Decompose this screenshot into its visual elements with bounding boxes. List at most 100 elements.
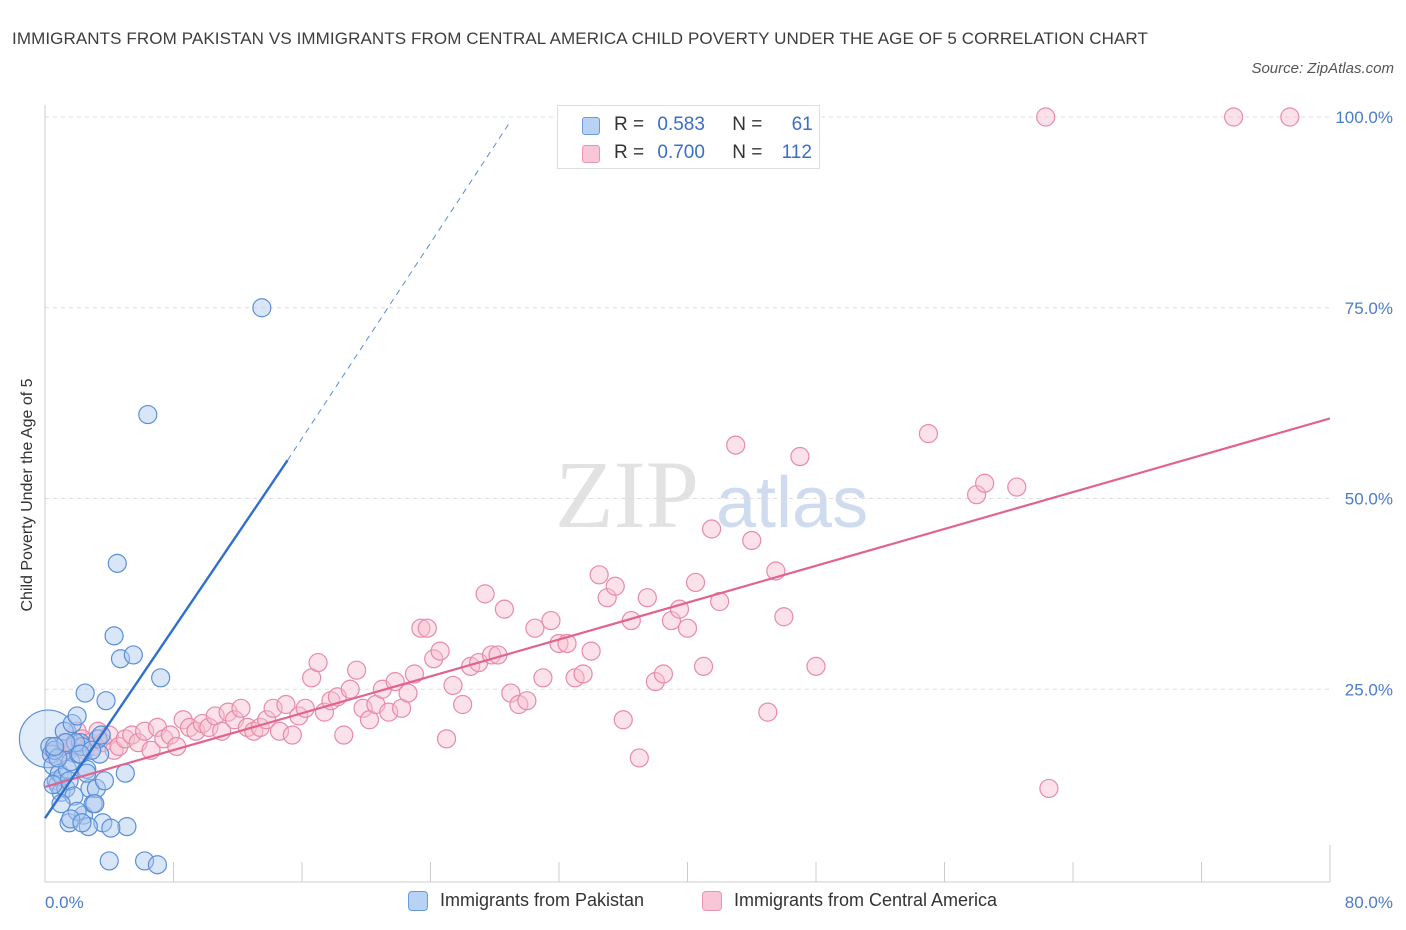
pakistan-point [115, 763, 135, 783]
central-america-point [645, 672, 665, 692]
central-america-point [443, 675, 463, 696]
central-america-point [263, 698, 283, 718]
central-america-point [541, 610, 561, 631]
central-america-point [1036, 107, 1056, 127]
central-america-point [269, 721, 290, 741]
pakistan-point [104, 626, 124, 646]
central-america-point [525, 618, 545, 638]
pakistan-point [65, 733, 86, 753]
pakistan-point [67, 706, 87, 726]
pakistan-r-value: 0.583 [657, 114, 705, 135]
pakistan-swatch [582, 117, 600, 135]
pakistan-n-value: 61 [791, 114, 813, 135]
central-america-point [199, 717, 219, 738]
central-america-point [122, 725, 142, 745]
central-america-point [701, 519, 722, 539]
central-america-point [918, 424, 939, 444]
pakistan-point [96, 691, 116, 711]
central-america-point [661, 610, 682, 631]
central-america-point [231, 698, 251, 718]
y-tick-label: 100.0% [1335, 108, 1393, 127]
central-america-swatch [582, 145, 600, 163]
central-america-point [411, 618, 431, 638]
central-america-point [276, 694, 296, 715]
central-america-point [475, 584, 495, 604]
central-america-point [975, 473, 995, 493]
central-america-point [629, 748, 649, 768]
pakistan-point [117, 816, 137, 837]
watermark-zip: ZIP [555, 441, 699, 548]
central-america-point [581, 641, 601, 661]
central-america-point [334, 725, 354, 745]
central-america-point [436, 729, 457, 749]
trend-lines [44, 120, 1331, 819]
central-america-point [742, 530, 762, 551]
central-america-point [1007, 477, 1027, 497]
central-america-point [573, 664, 593, 684]
central-america-point [677, 618, 698, 638]
central-america-point [494, 599, 514, 619]
central-america-point [1224, 107, 1244, 127]
central-america-point [160, 725, 180, 745]
pakistan-point [99, 851, 119, 871]
central-america-point [653, 664, 674, 684]
pakistan-point [61, 752, 81, 772]
pakistan-point [110, 649, 131, 669]
central-america-point [806, 656, 826, 676]
chart-title: IMMIGRANTS FROM PAKISTAN VS IMMIGRANTS F… [12, 29, 1148, 48]
central-america-point [613, 710, 633, 730]
central-america-point [109, 736, 129, 757]
central-america-point [379, 702, 399, 722]
central-america-point [597, 588, 617, 608]
pakistan-point [85, 794, 105, 814]
pakistan-point [138, 404, 158, 425]
central-america-point [453, 694, 473, 715]
central-america-point [685, 572, 706, 593]
central-america-point [398, 683, 418, 703]
legend-pakistan-label: Immigrants from Pakistan [440, 890, 645, 910]
y-tick-label: 75.0% [1345, 299, 1393, 318]
pakistan-point [48, 748, 68, 768]
source-label: Source: ZipAtlas.com [1251, 60, 1394, 77]
pakistan-point [72, 813, 92, 833]
central-america-point [967, 485, 987, 505]
central-america-point [218, 702, 238, 722]
pakistan-point [67, 801, 87, 821]
legend-central-america-label: Immigrants from Central America [734, 890, 998, 910]
central-america-point [637, 588, 657, 608]
pakistan-n-label: N = [732, 114, 763, 135]
pakistan-point [147, 855, 168, 875]
central-america-point [347, 660, 367, 680]
central-america-point [340, 679, 360, 699]
central-r-value: 0.700 [657, 142, 705, 163]
legend-pakistan-swatch [408, 891, 428, 911]
x-tick-label: 0.0% [45, 893, 84, 912]
central-america-point [186, 721, 206, 741]
axes [44, 105, 1331, 883]
central-america-point [693, 656, 714, 676]
central-america-point [282, 725, 302, 745]
central-america-point [501, 683, 521, 703]
correlation-legend: R = 0.583 N = 61 R = 0.700 N = 112 [557, 105, 820, 169]
central-america-point [774, 607, 794, 627]
central-america-point [726, 435, 746, 455]
central-america-point [417, 618, 437, 638]
central-america-point [173, 710, 193, 730]
pakistan-point [107, 553, 127, 573]
pakistan-trend-extension [287, 120, 512, 461]
central-america-point [430, 641, 450, 661]
pakistan-point [61, 809, 81, 829]
central-america-point [790, 446, 810, 467]
legend-central-america-swatch [702, 891, 722, 911]
tick-labels: 25.0% 50.0% 75.0% 100.0% 0.0% 80.0% [45, 108, 1393, 912]
pakistan-r-label: R = [614, 114, 645, 135]
central-america-point [605, 576, 625, 596]
pakistan-point [70, 744, 90, 764]
pakistan-point [134, 851, 155, 871]
watermark-atlas: atlas [716, 463, 868, 543]
central-america-point [517, 691, 537, 711]
pakistan-point [94, 771, 115, 791]
pakistan-points [18, 298, 272, 875]
pakistan-point [123, 645, 143, 665]
central-america-point [758, 702, 778, 722]
